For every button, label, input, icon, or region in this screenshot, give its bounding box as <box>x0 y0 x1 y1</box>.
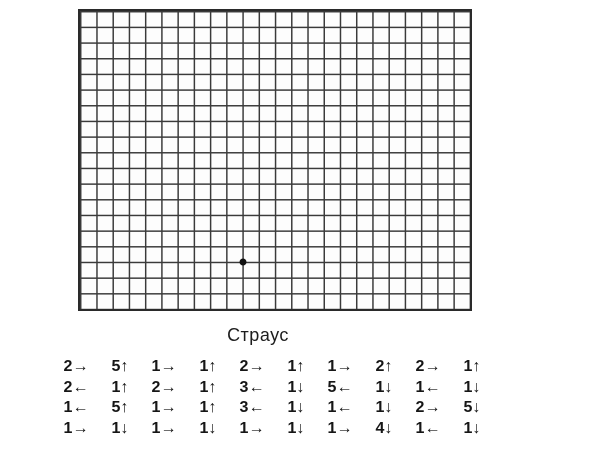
instruction-step: 1↓ <box>199 419 217 437</box>
instruction-step: 1→ <box>63 419 89 437</box>
dictation-grid <box>78 9 472 311</box>
instruction-step: 4↓ <box>375 419 393 437</box>
instruction-step: 5↑ <box>111 399 129 417</box>
instruction-step: 1→ <box>151 399 177 417</box>
instruction-step: 1→ <box>327 419 353 437</box>
instruction-step: 2→ <box>151 378 177 396</box>
instruction-step: 5↓ <box>463 399 481 417</box>
instruction-step: 1→ <box>239 419 265 437</box>
instruction-step: 1↑ <box>199 399 217 417</box>
instruction-step: 2→ <box>63 358 89 376</box>
instruction-step: 5← <box>327 378 353 396</box>
instruction-step: 2↑ <box>375 358 393 376</box>
instruction-step: 2← <box>63 378 89 396</box>
instruction-step: 1↓ <box>463 419 481 437</box>
instruction-step: 2→ <box>415 399 441 417</box>
instruction-step: 1← <box>415 378 441 396</box>
instruction-step: 1↓ <box>375 399 393 417</box>
instruction-step: 1↑ <box>199 378 217 396</box>
instruction-step: 1→ <box>151 419 177 437</box>
instruction-row: 2← 1↑ 2→ 1↑ 3← 1↓ 5← 1↓ 1← 1↓ <box>56 378 492 399</box>
instruction-row: 1← 5↑ 1→ 1↑ 3← 1↓ 1← 1↓ 2→ 5↓ <box>56 398 492 419</box>
instruction-step: 2→ <box>239 358 265 376</box>
instruction-step: 3← <box>239 378 265 396</box>
instruction-step: 1↓ <box>463 378 481 396</box>
instruction-step: 1← <box>415 419 441 437</box>
instruction-step: 1↑ <box>287 358 305 376</box>
instruction-step: 1↓ <box>287 378 305 396</box>
worksheet-title: Страус <box>227 325 289 345</box>
instruction-row: 1→ 1↓ 1→ 1↓ 1→ 1↓ 1→ 4↓ 1← 1↓ <box>56 419 492 440</box>
start-dot <box>239 258 246 266</box>
instruction-step: 1↓ <box>111 419 129 437</box>
instruction-step: 1→ <box>327 358 353 376</box>
instructions: 2→ 5↑ 1→ 1↑ 2→ 1↑ 1→ 2↑ 2→ 1↑ 2← 1↑ 2→ 1↑ 3← 1↓ 5← 1↓ 1← 1↓… <box>56 357 492 439</box>
instruction-step: 5↑ <box>111 358 129 376</box>
instruction-step: 1↑ <box>463 358 481 376</box>
instruction-step: 1↓ <box>287 419 305 437</box>
instruction-step: 2→ <box>415 358 441 376</box>
instruction-step: 1↓ <box>375 378 393 396</box>
instruction-step: 1↓ <box>287 399 305 417</box>
instruction-row: 2→ 5↑ 1→ 1↑ 2→ 1↑ 1→ 2↑ 2→ 1↑ <box>56 357 492 378</box>
instruction-step: 1← <box>327 399 353 417</box>
instruction-step: 1→ <box>151 358 177 376</box>
instruction-step: 1↑ <box>111 378 129 396</box>
instruction-step: 1↑ <box>199 358 217 376</box>
instruction-step: 1← <box>63 399 89 417</box>
instruction-step: 3← <box>239 399 265 417</box>
